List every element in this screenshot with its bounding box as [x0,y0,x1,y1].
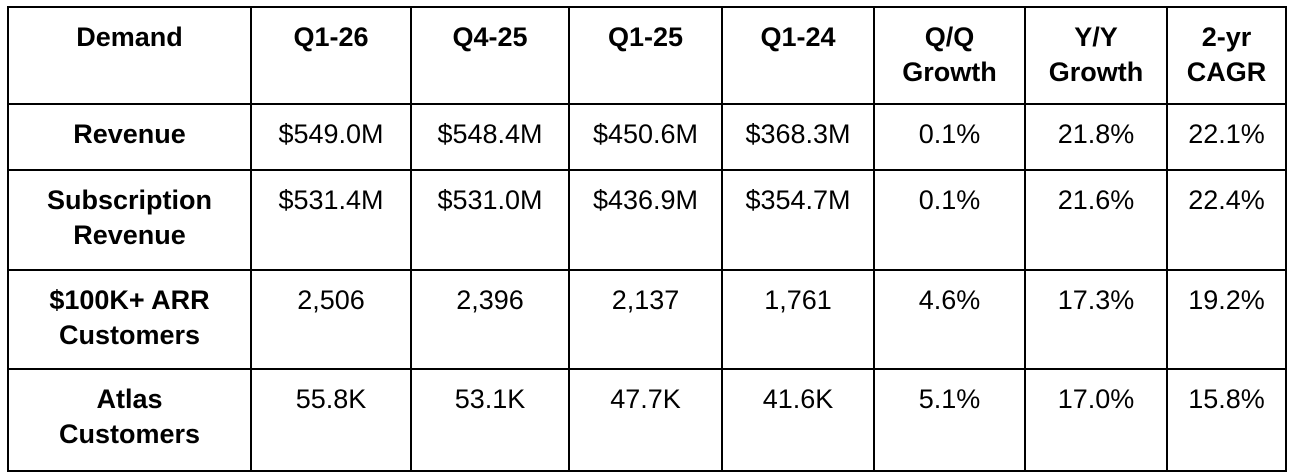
header-2yr-cagr: 2-yr CAGR [1166,6,1287,105]
header-text: Growth [902,57,997,87]
table-cell: 17.3% [1024,269,1168,370]
table-cell: 2,137 [568,269,723,370]
table-row-atlas-customers: Atlas Customers 55.8K 53.1K 47.7K 41.6K … [7,368,1287,472]
table-cell: 2,506 [250,269,412,370]
row-label-text: Customers [58,419,201,449]
header-qq-growth: Q/Q Growth [873,6,1026,105]
table-cell: 47.7K [568,368,723,472]
table-cell: 0.1% [873,103,1026,171]
row-label-text: Revenue [73,220,186,250]
table-row-revenue: Revenue $549.0M $548.4M $450.6M $368.3M … [7,103,1287,171]
header-text: Q4-25 [452,22,528,52]
row-label: Subscription Revenue [7,169,252,271]
row-label-text: Revenue [73,119,186,149]
table-cell: 21.8% [1024,103,1168,171]
table-cell: 22.1% [1166,103,1287,171]
table-cell: 19.2% [1166,269,1287,370]
header-row: Demand Q1-26 Q4-25 Q1-25 Q1-24 Q/Q Growt… [7,6,1287,105]
table-cell: $368.3M [721,103,875,171]
table-cell: $436.9M [568,169,723,271]
header-text: CAGR [1186,57,1267,87]
header-text: 2-yr [1201,22,1252,52]
table-cell: 1,761 [721,269,875,370]
table-cell: 4.6% [873,269,1026,370]
header-demand: Demand [7,6,252,105]
table-row-subscription-revenue: Subscription Revenue $531.4M $531.0M $43… [7,169,1287,271]
row-label: Atlas Customers [7,368,252,472]
header-yy-growth: Y/Y Growth [1024,6,1168,105]
header-text: Q1-25 [607,22,684,52]
table-cell: $531.0M [410,169,570,271]
header-text: Q/Q [924,22,975,52]
header-text: Growth [1048,57,1144,87]
table-row-100k-arr-customers: $100K+ ARR Customers 2,506 2,396 2,137 1… [7,269,1287,370]
row-label-text: $100K+ ARR [49,285,210,315]
row-label-text: Customers [58,320,201,350]
table-cell: 0.1% [873,169,1026,271]
demand-table-wrapper: Demand Q1-26 Q4-25 Q1-25 Q1-24 Q/Q Growt… [7,6,1287,472]
table-cell: 15.8% [1166,368,1287,472]
row-label: $100K+ ARR Customers [7,269,252,370]
header-q1-25: Q1-25 [568,6,723,105]
table-cell: $450.6M [568,103,723,171]
table-cell: 5.1% [873,368,1026,472]
row-label-text: Atlas [96,384,163,414]
table-cell: 55.8K [250,368,412,472]
table-cell: 2,396 [410,269,570,370]
row-label-text: Subscription [46,185,212,215]
header-q1-24: Q1-24 [721,6,875,105]
row-label: Revenue [7,103,252,171]
header-text: Y/Y [1074,22,1118,52]
table-cell: $531.4M [250,169,412,271]
header-q4-25: Q4-25 [410,6,570,105]
table-cell: 41.6K [721,368,875,472]
table-cell: $354.7M [721,169,875,271]
header-text: Q1-24 [760,22,836,52]
table-cell: 21.6% [1024,169,1168,271]
table-cell: 17.0% [1024,368,1168,472]
table-cell: 22.4% [1166,169,1287,271]
table-cell: 53.1K [410,368,570,472]
table-cell: $549.0M [250,103,412,171]
header-text: Demand [76,22,183,52]
table-cell: $548.4M [410,103,570,171]
demand-table: Demand Q1-26 Q4-25 Q1-25 Q1-24 Q/Q Growt… [7,6,1287,472]
header-text: Q1-26 [293,22,369,52]
header-q1-26: Q1-26 [250,6,412,105]
